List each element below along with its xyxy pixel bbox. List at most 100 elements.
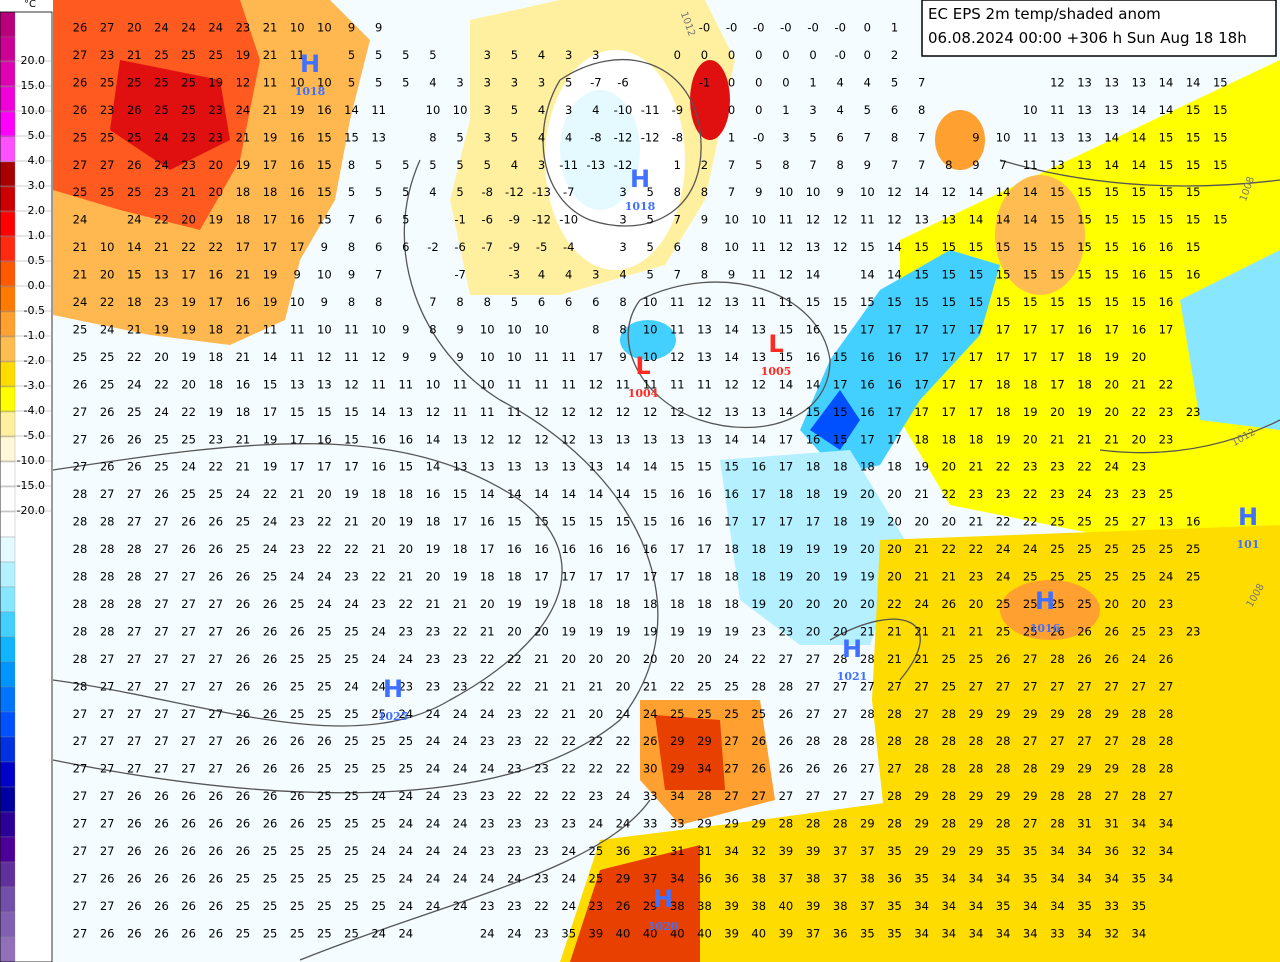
temperature-value: 18 [914,432,929,446]
temperature-value: 16 [751,460,766,474]
temperature-value: 24 [914,597,929,611]
temperature-value: 25 [1132,570,1147,584]
temperature-value: 21 [914,487,929,501]
temperature-value: 35 [887,899,902,913]
temperature-value: 15 [941,268,956,282]
temperature-value: 28 [1050,817,1065,831]
temperature-value: 35 [887,844,902,858]
temperature-value: 27 [73,789,88,803]
temperature-value: 27 [154,515,169,529]
temperature-value: 25 [154,460,169,474]
temperature-value: 17 [344,460,359,474]
temperature-value: 28 [887,789,902,803]
temperature-value: 7 [375,268,382,282]
temperature-value: 15 [914,268,929,282]
temperature-value: 26 [236,570,251,584]
temperature-value: 27 [73,460,88,474]
temperature-value: 22 [154,213,169,227]
temperature-value: 15 [1159,130,1174,144]
temperature-value: 25 [181,48,196,62]
temperature-value: 25 [1132,624,1147,638]
temperature-value: 22 [100,295,115,309]
temperature-value: 24 [371,789,386,803]
temperature-value: 21 [236,460,251,474]
temperature-value: 11 [290,48,305,62]
temperature-value: 4 [864,75,871,89]
temperature-value: 25 [236,515,251,529]
temperature-value: 14 [914,185,929,199]
temperature-value: 22 [534,734,549,748]
temperature-value: 26 [208,817,223,831]
temperature-value: 26 [317,734,332,748]
colorbar-label: 5.0 [28,129,46,142]
temperature-value: 27 [208,679,223,693]
temperature-value: 15 [1050,240,1065,254]
temperature-value: 13 [670,432,685,446]
colorbar-label: -0.5 [24,304,45,317]
temperature-value: 11 [453,377,468,391]
temperature-value: 26 [208,899,223,913]
temperature-value: 14 [806,268,821,282]
temperature-value: 27 [127,624,142,638]
temperature-value: 25 [127,75,142,89]
temperature-value: 38 [833,899,848,913]
temperature-value: 27 [181,679,196,693]
temperature-value: 23 [154,185,169,199]
temperature-value: 19 [263,460,278,474]
temperature-value: 9 [348,21,355,35]
temperature-value: 15 [589,515,604,529]
temperature-value: 26 [263,624,278,638]
temperature-value: -7 [454,268,465,282]
temperature-value: 5 [375,158,382,172]
temperature-value: 22 [751,652,766,666]
temperature-value: 34 [724,844,739,858]
temperature-value: 39 [724,899,739,913]
temperature-value: 16 [860,405,875,419]
temperature-value: 15 [833,405,848,419]
temperature-value: 34 [1077,926,1092,940]
temperature-value: 17 [996,322,1011,336]
temperature-value: 24 [398,817,413,831]
temperature-value: 24 [371,679,386,693]
temperature-value: 18 [643,597,658,611]
colorbar-swatch [0,461,16,488]
temperature-value: 27 [100,707,115,721]
temperature-value: 4 [837,75,844,89]
temperature-value: 20 [616,652,631,666]
temperature-value: 19 [1077,405,1092,419]
temperature-value: 19 [779,570,794,584]
title-box [921,0,1277,57]
temperature-value: 24 [263,515,278,529]
temperature-value: 34 [1077,871,1092,885]
temperature-value: 15 [806,295,821,309]
temperature-value: 14 [1023,213,1038,227]
temperature-value: -11 [641,103,660,117]
temperature-value: 34 [969,871,984,885]
temperature-value: 5 [348,48,355,62]
temperature-value: 27 [1104,679,1119,693]
temperature-value: 11 [453,405,468,419]
temperature-value: 14 [1023,185,1038,199]
temperature-value: 25 [670,707,685,721]
temperature-value: 29 [996,707,1011,721]
temperature-value: 15 [996,240,1011,254]
temperature-value: 26 [208,515,223,529]
colorbar-unit: °C [24,0,36,10]
temperature-value: 29 [1050,707,1065,721]
temperature-value: 27 [181,624,196,638]
temperature-value: 22 [371,570,386,584]
temperature-value: 27 [208,734,223,748]
temperature-value: 15 [1050,295,1065,309]
temperature-value: 37 [806,926,821,940]
temperature-value: 17 [941,377,956,391]
temperature-value: 26 [236,679,251,693]
temperature-value: 17 [1050,350,1065,364]
temperature-value: 5 [755,158,762,172]
temperature-value: 17 [1159,322,1174,336]
temperature-value: 14 [779,405,794,419]
temperature-value: 27 [751,789,766,803]
temperature-value: 31 [697,844,712,858]
temperature-value: 19 [1104,350,1119,364]
temperature-value: 11 [263,75,278,89]
